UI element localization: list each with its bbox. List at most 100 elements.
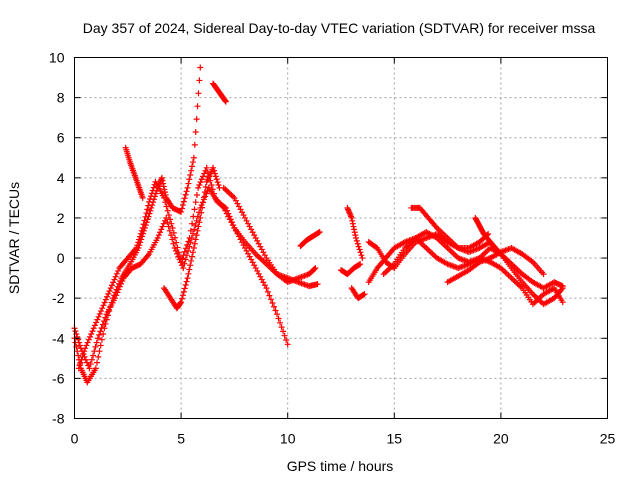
plot-frame: [74, 57, 608, 419]
data-point: [164, 219, 171, 226]
data-point: [184, 275, 191, 282]
data-point: [180, 288, 187, 295]
data-point: [230, 222, 237, 229]
data-point: [189, 220, 196, 227]
data-point: [79, 348, 86, 355]
data-point: [108, 282, 115, 289]
data-point: [177, 259, 184, 266]
data-point: [357, 249, 364, 256]
data-point: [137, 230, 144, 237]
data-point: [201, 189, 208, 196]
data-point: [166, 227, 173, 234]
data-point: [106, 288, 113, 295]
data-point: [165, 223, 172, 230]
data-point: [83, 359, 90, 366]
data-point: [101, 299, 108, 306]
data-point: [190, 245, 197, 252]
data-point: [194, 227, 201, 234]
data-point: [81, 353, 88, 360]
data-point: [96, 348, 103, 355]
data-point: [200, 194, 207, 201]
data-point: [88, 356, 95, 363]
series-track-b: [75, 164, 291, 372]
data-point: [105, 290, 112, 297]
data-point: [190, 154, 197, 161]
data-point: [139, 224, 146, 231]
data-point: [111, 276, 118, 283]
data-point: [185, 180, 192, 187]
x-tick-label: 0: [71, 431, 79, 447]
series-track-d: [122, 144, 146, 201]
series-track-k: [348, 285, 368, 302]
data-point: [188, 167, 195, 174]
data-point: [172, 247, 179, 254]
data-point: [196, 77, 203, 84]
series-track-c: [71, 184, 319, 372]
data-point: [112, 295, 119, 302]
x-tick-label: 10: [280, 431, 296, 447]
data-point: [272, 307, 279, 314]
data-point: [155, 232, 162, 239]
data-point: [161, 186, 168, 193]
data-point: [210, 164, 217, 171]
data-point: [99, 305, 106, 312]
data-point: [91, 348, 98, 355]
data-point: [222, 204, 229, 211]
data-point: [349, 217, 356, 224]
data-point: [93, 319, 100, 326]
data-point: [188, 235, 195, 241]
data-point: [189, 249, 196, 256]
data-point: [181, 285, 188, 292]
data-point: [97, 342, 104, 349]
data-point: [278, 324, 285, 331]
data-point: [83, 342, 90, 349]
series-track-j: [344, 204, 366, 262]
data-point: [107, 285, 114, 292]
series-track-i: [338, 261, 364, 278]
data-point: [114, 289, 121, 296]
data-point: [200, 199, 207, 206]
data-point: [187, 239, 194, 246]
data-point: [77, 359, 84, 366]
data-point: [162, 199, 169, 206]
data-point: [97, 328, 104, 335]
data-point: [82, 356, 89, 363]
data-point: [76, 339, 83, 346]
data-point: [168, 232, 175, 239]
y-tick-label: -4: [52, 330, 65, 346]
data-point: [182, 191, 189, 198]
data-point: [492, 245, 499, 252]
data-point: [174, 250, 181, 257]
data-point: [88, 330, 95, 337]
data-point: [144, 206, 151, 213]
data-point: [351, 229, 358, 236]
data-point: [283, 336, 290, 343]
data-point: [165, 212, 172, 219]
data-point: [198, 209, 205, 216]
data-point: [170, 240, 177, 247]
data-point: [89, 328, 96, 335]
data-point: [159, 223, 166, 230]
data-point: [147, 193, 154, 200]
data-point: [213, 176, 220, 183]
data-point: [200, 173, 207, 180]
data-point: [269, 300, 276, 307]
data-point: [181, 248, 188, 255]
data-point: [358, 252, 365, 259]
data-point: [179, 202, 186, 209]
data-point: [274, 311, 281, 318]
data-markers: [71, 64, 566, 386]
data-point: [178, 299, 185, 306]
x-tick-label: 20: [493, 431, 509, 447]
data-point: [76, 362, 83, 369]
data-point: [212, 173, 219, 180]
data-point: [197, 214, 204, 221]
data-point: [104, 293, 111, 300]
data-point: [184, 184, 191, 191]
y-tick-label: -8: [52, 411, 65, 427]
data-point: [102, 314, 109, 321]
data-point: [316, 228, 323, 235]
data-point: [183, 252, 190, 259]
data-point: [161, 189, 168, 196]
y-tick-label: 4: [57, 170, 65, 186]
